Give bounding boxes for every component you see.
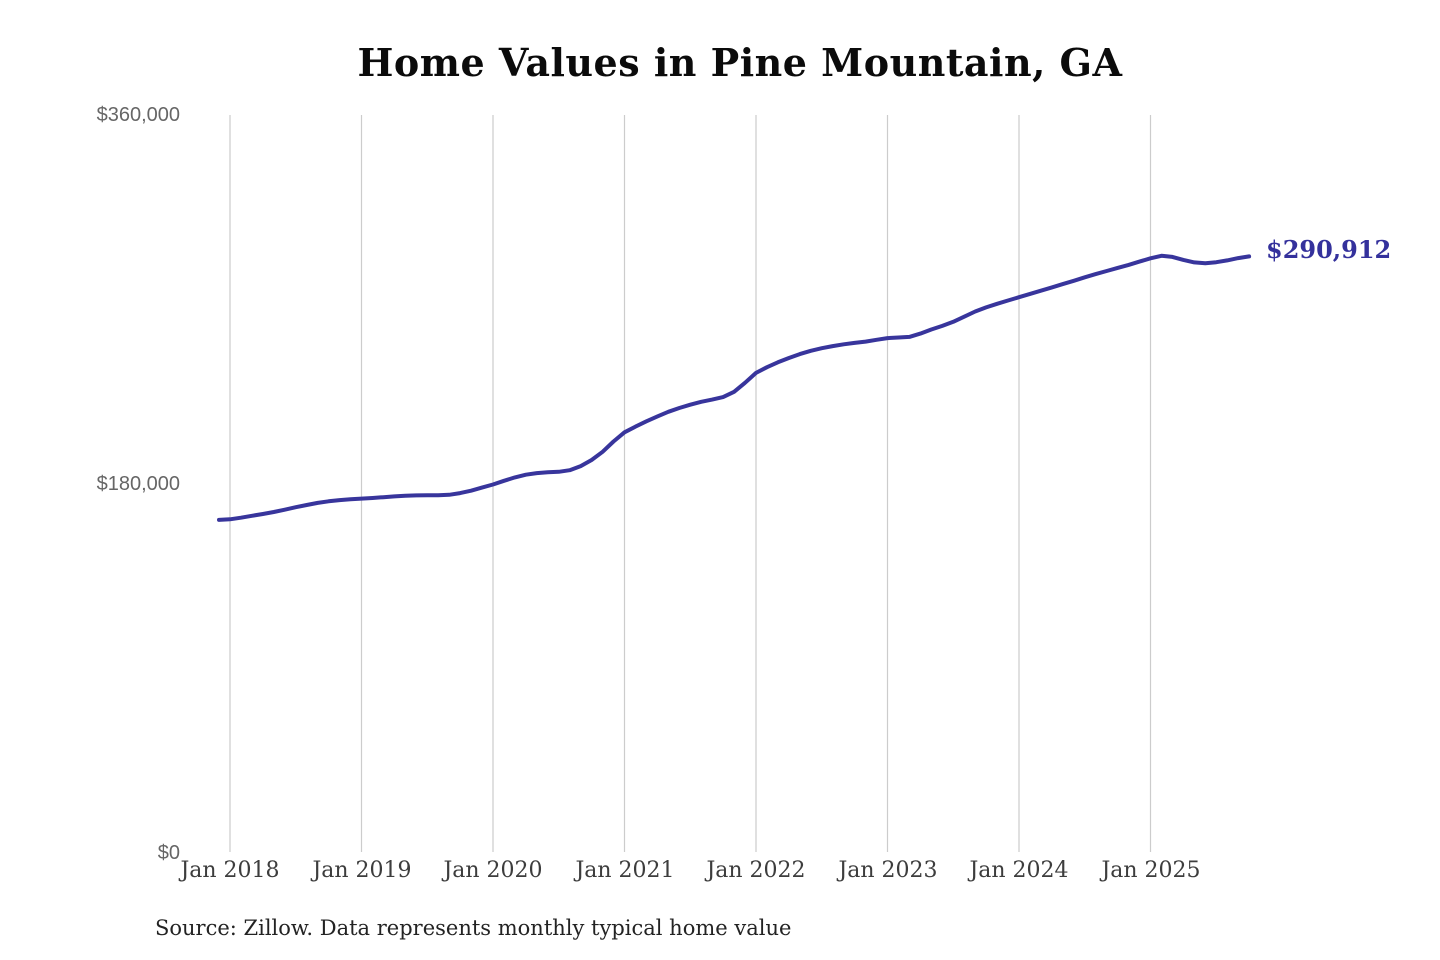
x-axis-tick-jan-2023: Jan 2023	[838, 858, 938, 883]
chart-title: Home Values in Pine Mountain, GA	[357, 40, 1123, 85]
latest-value-label: $290,912	[1266, 235, 1392, 264]
x-axis-tick-jan-2021: Jan 2021	[575, 858, 675, 883]
y-axis-tick-0: $0	[157, 842, 180, 864]
y-axis-tick-180000: $180,000	[96, 473, 180, 495]
y-axis-tick-360000: $360,000	[96, 104, 180, 126]
x-axis-tick-jan-2018: Jan 2018	[180, 858, 280, 883]
home-value-line	[217, 253, 1252, 522]
vertical-gridlines	[229, 115, 1152, 852]
x-axis-tick-jan-2020: Jan 2020	[443, 858, 543, 883]
x-axis-tick-jan-2019: Jan 2019	[312, 858, 412, 883]
x-axis-tick-jan-2022: Jan 2022	[706, 858, 806, 883]
x-axis-tick-jan-2025: Jan 2025	[1101, 858, 1201, 883]
x-axis-tick-jan-2024: Jan 2024	[969, 858, 1069, 883]
source-note: Source: Zillow. Data represents monthly …	[155, 916, 792, 940]
